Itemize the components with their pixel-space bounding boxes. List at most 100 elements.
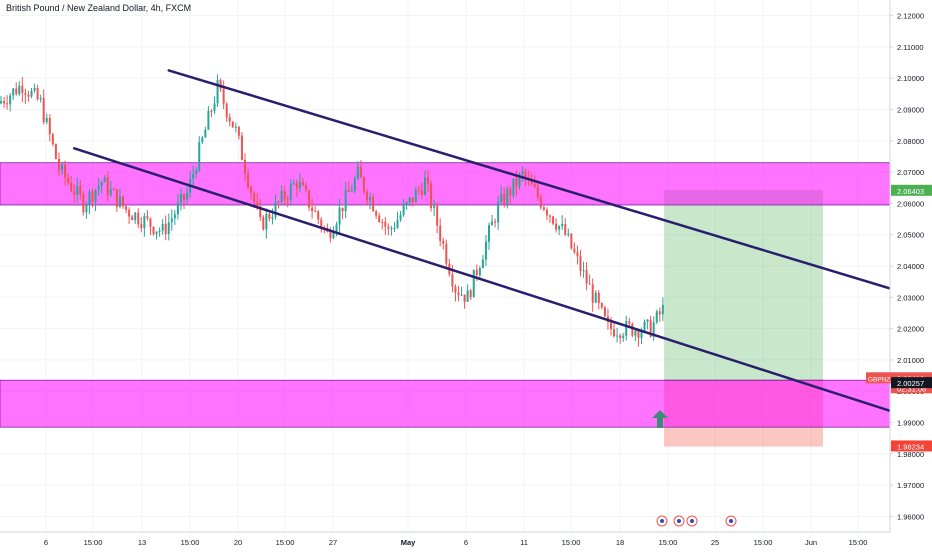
candle-body[interactable] — [45, 117, 48, 123]
candle-body[interactable] — [585, 270, 588, 284]
candle-body[interactable] — [61, 164, 63, 171]
candle-body[interactable] — [27, 94, 30, 97]
candle-body[interactable] — [542, 207, 545, 210]
candle-body[interactable] — [350, 190, 353, 192]
candle-body[interactable] — [610, 322, 612, 330]
candle-body[interactable] — [106, 177, 109, 196]
candle-body[interactable] — [198, 142, 201, 171]
candle-body[interactable] — [356, 166, 359, 179]
candle-body[interactable] — [112, 189, 115, 191]
candle-body[interactable] — [497, 201, 500, 223]
candle-body[interactable] — [213, 103, 216, 111]
candle-body[interactable] — [39, 98, 42, 100]
candle-body[interactable] — [207, 110, 210, 130]
target-zone[interactable] — [664, 189, 823, 381]
candle-body[interactable] — [195, 170, 198, 174]
price-marker[interactable] — [891, 184, 932, 196]
candle-body[interactable] — [524, 171, 527, 179]
candle-body[interactable] — [176, 202, 179, 215]
candle-body[interactable] — [545, 209, 548, 216]
candle-body[interactable] — [289, 184, 292, 200]
candle-body[interactable] — [567, 233, 570, 235]
candle-body[interactable] — [427, 177, 429, 184]
candle-body[interactable] — [295, 183, 298, 189]
candle-body[interactable] — [262, 216, 265, 230]
candle-body[interactable] — [36, 87, 39, 100]
candle-body[interactable] — [155, 231, 158, 234]
candle-body[interactable] — [634, 330, 637, 336]
candle-body[interactable] — [256, 201, 259, 207]
candle-body[interactable] — [219, 79, 222, 89]
candle-body[interactable] — [506, 189, 509, 205]
candle-body[interactable] — [533, 184, 536, 187]
candle-body[interactable] — [73, 191, 76, 195]
candle-body[interactable] — [76, 186, 79, 195]
candle-body[interactable] — [481, 259, 484, 269]
candle-body[interactable] — [588, 283, 591, 285]
candle-body[interactable] — [204, 129, 207, 138]
candle-body[interactable] — [396, 219, 399, 228]
candle-body[interactable] — [30, 90, 33, 97]
candle-body[interactable] — [70, 182, 73, 192]
candle-body[interactable] — [225, 103, 228, 118]
candle-body[interactable] — [277, 201, 280, 203]
candle-body[interactable] — [94, 189, 97, 202]
candle-body[interactable] — [341, 207, 344, 212]
candle-body[interactable] — [298, 182, 301, 189]
candle-body[interactable] — [530, 179, 533, 185]
candle-body[interactable] — [234, 126, 237, 128]
channel-line-1[interactable] — [167, 69, 909, 295]
candle-body[interactable] — [494, 221, 497, 223]
candle-body[interactable] — [625, 321, 628, 336]
candle-body[interactable] — [247, 173, 250, 188]
candle-body[interactable] — [579, 256, 582, 271]
candle-body[interactable] — [454, 286, 457, 293]
candle-body[interactable] — [500, 193, 503, 202]
candle-body[interactable] — [311, 207, 314, 211]
candle-body[interactable] — [414, 189, 417, 203]
candle-body[interactable] — [420, 189, 423, 195]
candle-body[interactable] — [552, 216, 555, 224]
candle-body[interactable] — [317, 211, 320, 220]
candle-body[interactable] — [661, 304, 664, 315]
candle-body[interactable] — [292, 183, 295, 185]
candle-body[interactable] — [372, 197, 375, 212]
candle-body[interactable] — [378, 215, 381, 222]
candle-body[interactable] — [271, 217, 274, 219]
candle-body[interactable] — [222, 88, 225, 104]
candle-body[interactable] — [521, 171, 524, 175]
candle-body[interactable] — [109, 189, 112, 196]
candle-body[interactable] — [369, 197, 372, 201]
candle-body[interactable] — [131, 216, 134, 221]
candle-body[interactable] — [158, 230, 161, 232]
candle-body[interactable] — [478, 268, 481, 276]
candle-body[interactable] — [515, 178, 518, 187]
candle-body[interactable] — [183, 194, 185, 200]
candle-body[interactable] — [597, 292, 600, 304]
candle-body[interactable] — [143, 216, 146, 229]
candle-body[interactable] — [393, 227, 396, 229]
candle-body[interactable] — [216, 79, 219, 104]
candle-body[interactable] — [405, 202, 408, 206]
zone-1[interactable] — [0, 162, 891, 206]
candle-body[interactable] — [0, 101, 2, 104]
candle-body[interactable] — [21, 85, 24, 93]
candle-body[interactable] — [57, 158, 60, 171]
candle-body[interactable] — [491, 221, 494, 226]
candle-body[interactable] — [436, 205, 439, 226]
candle-body[interactable] — [503, 193, 506, 205]
candle-body[interactable] — [64, 164, 67, 178]
candle-body[interactable] — [387, 226, 390, 229]
candle-body[interactable] — [655, 311, 658, 323]
candle-body[interactable] — [408, 197, 411, 203]
candle-body[interactable] — [329, 231, 332, 239]
candle-body[interactable] — [48, 117, 51, 135]
candle-body[interactable] — [366, 191, 368, 201]
candle-body[interactable] — [85, 205, 88, 213]
candle-body[interactable] — [240, 135, 243, 161]
candle-body[interactable] — [79, 186, 82, 195]
candle-body[interactable] — [15, 88, 18, 95]
candle-body[interactable] — [128, 209, 131, 217]
candle-body[interactable] — [9, 95, 12, 105]
candle-body[interactable] — [149, 218, 152, 227]
